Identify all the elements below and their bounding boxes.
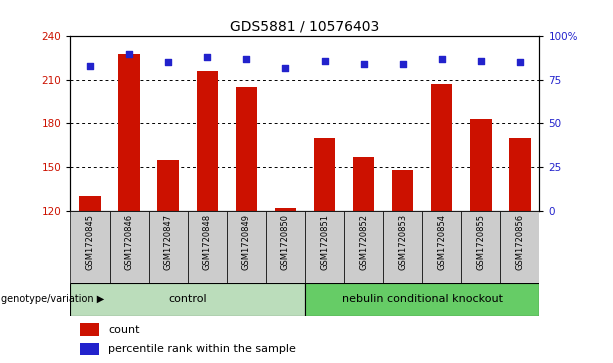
Text: GSM1720849: GSM1720849 <box>242 214 251 270</box>
Text: GSM1720848: GSM1720848 <box>203 214 211 270</box>
FancyBboxPatch shape <box>305 283 539 316</box>
FancyBboxPatch shape <box>344 211 383 283</box>
Point <box>85 63 95 69</box>
FancyBboxPatch shape <box>110 211 149 283</box>
Bar <box>431 84 452 211</box>
Point <box>476 58 485 64</box>
Bar <box>392 170 413 211</box>
Text: GSM1720855: GSM1720855 <box>476 214 485 270</box>
FancyBboxPatch shape <box>70 211 110 283</box>
Text: GSM1720856: GSM1720856 <box>516 214 524 270</box>
Text: control: control <box>169 294 207 305</box>
FancyBboxPatch shape <box>227 211 266 283</box>
Point <box>359 61 368 67</box>
FancyBboxPatch shape <box>149 211 188 283</box>
Text: GSM1720845: GSM1720845 <box>86 214 94 270</box>
Text: GSM1720853: GSM1720853 <box>398 214 407 270</box>
Bar <box>158 160 179 211</box>
Point <box>124 51 134 57</box>
Point <box>398 61 408 67</box>
Bar <box>509 138 531 211</box>
Bar <box>275 208 296 211</box>
Text: GSM1720852: GSM1720852 <box>359 214 368 270</box>
Point <box>515 60 525 65</box>
Bar <box>314 138 335 211</box>
FancyBboxPatch shape <box>70 283 305 316</box>
Text: GSM1720847: GSM1720847 <box>164 214 173 270</box>
Text: GSM1720850: GSM1720850 <box>281 214 290 270</box>
Text: percentile rank within the sample: percentile rank within the sample <box>108 344 296 354</box>
Point <box>319 58 329 64</box>
Text: count: count <box>108 325 140 335</box>
Point <box>202 54 212 60</box>
FancyBboxPatch shape <box>188 211 227 283</box>
Point <box>437 56 447 62</box>
Bar <box>79 196 101 211</box>
FancyBboxPatch shape <box>80 343 99 355</box>
FancyBboxPatch shape <box>383 211 422 283</box>
FancyBboxPatch shape <box>266 211 305 283</box>
Bar <box>118 54 140 211</box>
FancyBboxPatch shape <box>80 323 99 336</box>
Point <box>242 56 251 62</box>
FancyBboxPatch shape <box>422 211 462 283</box>
FancyBboxPatch shape <box>462 211 500 283</box>
FancyBboxPatch shape <box>305 211 344 283</box>
Bar <box>353 157 375 211</box>
Bar <box>197 71 218 211</box>
Bar <box>235 87 257 211</box>
Text: genotype/variation ▶: genotype/variation ▶ <box>1 294 104 305</box>
Text: nebulin conditional knockout: nebulin conditional knockout <box>341 294 503 305</box>
Point <box>163 60 173 65</box>
FancyBboxPatch shape <box>500 211 539 283</box>
Bar <box>470 119 492 211</box>
Text: GSM1720851: GSM1720851 <box>320 214 329 270</box>
Text: GSM1720854: GSM1720854 <box>437 214 446 270</box>
Title: GDS5881 / 10576403: GDS5881 / 10576403 <box>230 20 379 34</box>
Point <box>281 65 291 70</box>
Text: GSM1720846: GSM1720846 <box>124 214 134 270</box>
